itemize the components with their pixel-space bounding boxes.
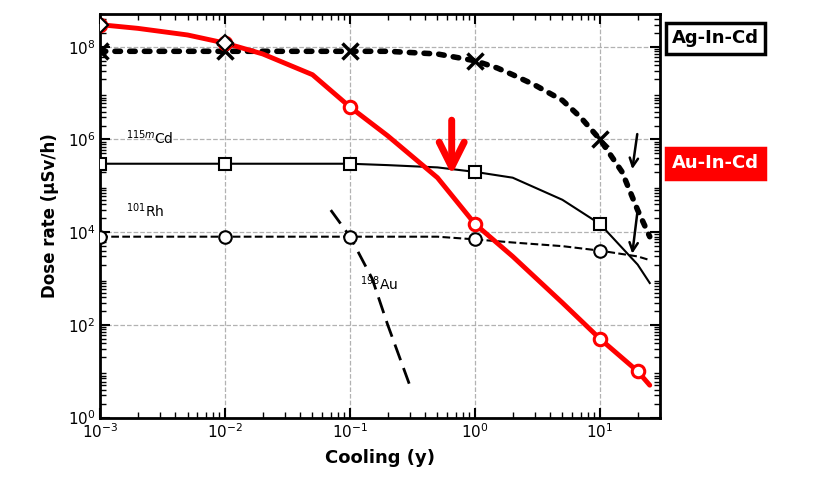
X-axis label: Cooling (y): Cooling (y) <box>325 449 435 468</box>
Text: Ag-In-Cd: Ag-In-Cd <box>672 29 759 48</box>
Y-axis label: Dose rate (μSv/h): Dose rate (μSv/h) <box>41 133 59 299</box>
Text: Au-In-Cd: Au-In-Cd <box>672 154 759 172</box>
Text: $^{198}$Au: $^{198}$Au <box>360 274 398 292</box>
Text: $^{115m}$Cd: $^{115m}$Cd <box>126 128 173 147</box>
Text: $^{101}$Rh: $^{101}$Rh <box>126 202 164 220</box>
